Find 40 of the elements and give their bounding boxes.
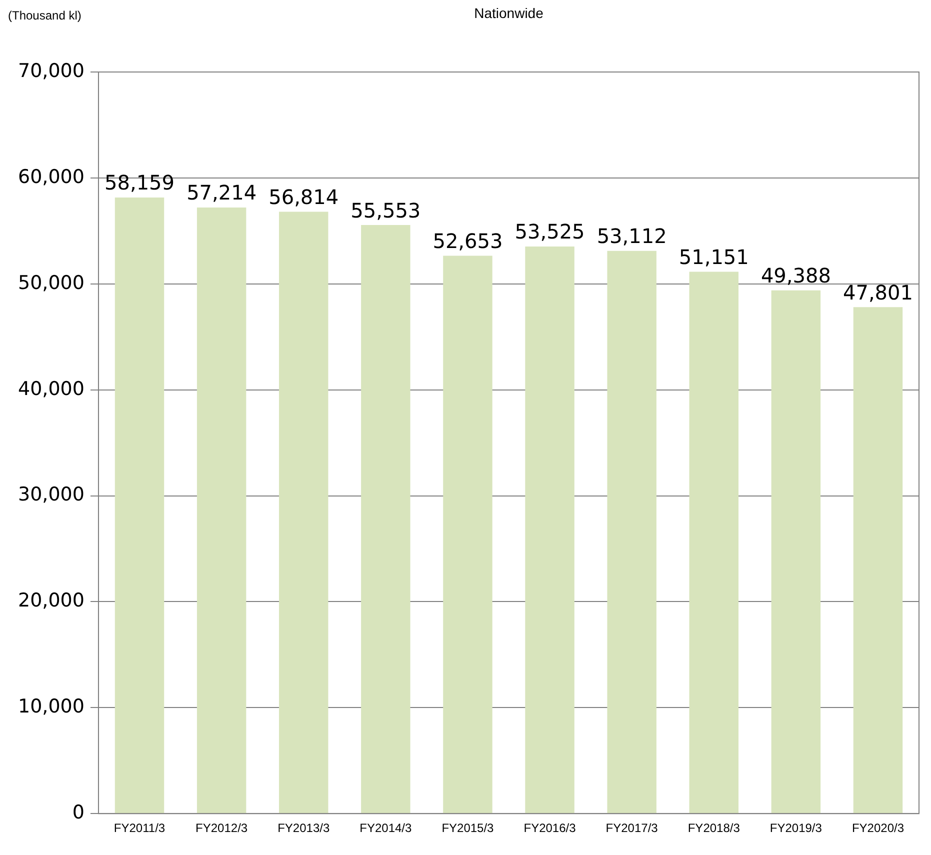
data-label: 58,159: [104, 170, 174, 195]
bar: [607, 250, 656, 814]
y-tick-label: 60,000: [18, 166, 84, 188]
data-label: 49,388: [760, 264, 831, 288]
x-tick-label: FY2013/3: [278, 821, 330, 836]
data-label: 57,214: [186, 180, 257, 205]
bar: [853, 307, 903, 814]
y-tick-label: 20,000: [18, 590, 84, 612]
bar: [278, 212, 328, 814]
y-tick-label: 0: [72, 802, 84, 824]
bar: [114, 197, 164, 814]
x-tick-label: FY2018/3: [688, 821, 740, 836]
bar: [771, 290, 821, 814]
y-tick-label: 10,000: [18, 696, 84, 718]
bar: [689, 272, 738, 814]
bar: [361, 225, 410, 814]
data-label: 55,553: [350, 198, 421, 222]
data-label: 53,525: [514, 220, 585, 244]
x-tick-label: FY2016/3: [524, 821, 576, 836]
x-tick-label: FY2011/3: [114, 821, 166, 836]
x-tick-label: FY2020/3: [852, 821, 904, 836]
bar: [196, 207, 246, 814]
x-tick-label: FY2014/3: [360, 821, 412, 836]
data-label: 53,112: [596, 224, 667, 248]
chart-title: Nationwide: [474, 4, 544, 21]
bar: [443, 256, 492, 814]
y-axis-title: (Thousand kl): [8, 8, 82, 22]
y-tick-label: 30,000: [18, 484, 84, 506]
data-label: 52,653: [432, 228, 503, 253]
y-tick-label: 40,000: [18, 378, 84, 400]
x-tick-label: FY2019/3: [770, 821, 822, 836]
y-tick-label: 70,000: [18, 60, 84, 82]
x-tick-label: FY2015/3: [442, 821, 494, 836]
data-label: 56,814: [268, 184, 339, 209]
bar: [525, 246, 574, 814]
data-label: 47,801: [842, 280, 913, 304]
data-label: 51,151: [678, 244, 749, 269]
x-tick-label: FY2012/3: [196, 821, 248, 836]
y-tick-label: 50,000: [18, 272, 84, 294]
x-tick-label: FY2017/3: [606, 821, 658, 836]
